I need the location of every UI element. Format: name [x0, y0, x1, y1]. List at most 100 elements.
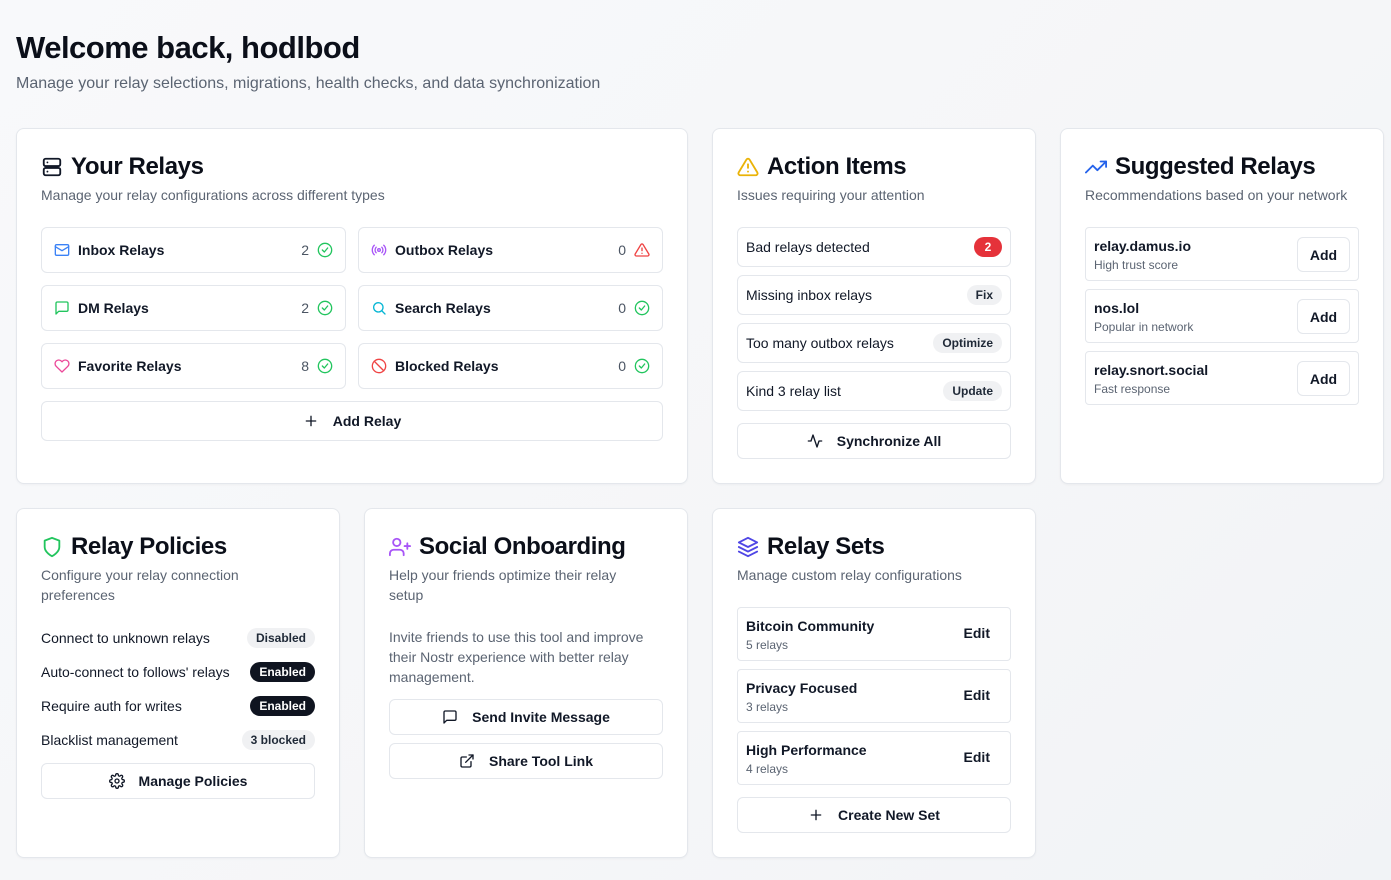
policy-status-badge[interactable]: 3 blocked	[241, 730, 315, 750]
page-subtitle: Manage your relay selections, migrations…	[16, 75, 601, 92]
action-item-label: Missing inbox relays	[746, 287, 873, 303]
relay-tile-label: Favorite Relays	[78, 358, 182, 374]
relay-sets-header: Relay Sets	[737, 533, 885, 561]
relay-set-item: Bitcoin Community 5 relays Edit	[737, 607, 1011, 661]
suggested-relay-name: relay.damus.io	[1094, 238, 1192, 254]
manage-policies-button[interactable]: Manage Policies	[41, 763, 315, 799]
policy-status-badge[interactable]: Disabled	[246, 628, 315, 648]
add-suggested-relay-button[interactable]: Add	[1297, 299, 1350, 334]
edit-relay-set-button[interactable]: Edit	[963, 749, 990, 765]
your-relays-title: Your Relays	[71, 153, 204, 180]
share-tool-link-button[interactable]: Share Tool Link	[389, 743, 663, 779]
action-item-label: Bad relays detected	[746, 239, 870, 255]
create-new-set-label: Create New Set	[838, 807, 940, 823]
activity-icon	[807, 433, 823, 449]
plus-icon	[808, 807, 824, 823]
add-suggested-relay-button[interactable]: Add	[1297, 237, 1350, 272]
relay-policies-title: Relay Policies	[71, 533, 227, 560]
suggested-relay-name: nos.lol	[1094, 300, 1140, 316]
action-items-card: Action Items Issues requiring your atten…	[712, 128, 1036, 484]
synchronize-all-button[interactable]: Synchronize All	[737, 423, 1011, 459]
relay-tile-count: 2	[301, 242, 309, 258]
page-title: Welcome back, hodlbod	[16, 30, 360, 65]
relay-tile-count: 0	[618, 242, 626, 258]
check-circle-icon	[634, 300, 650, 316]
policy-row: Connect to unknown relays Disabled	[41, 626, 315, 650]
user-plus-icon	[389, 536, 411, 558]
relay-tile-count: 0	[618, 358, 626, 374]
send-invite-button[interactable]: Send Invite Message	[389, 699, 663, 735]
action-item-badge[interactable]: Fix	[966, 285, 1002, 305]
suggested-relay-item: relay.damus.io High trust score Add	[1085, 227, 1359, 281]
relay-set-item: Privacy Focused 3 relays Edit	[737, 669, 1011, 723]
warning-triangle-icon	[634, 242, 650, 258]
policy-status-badge[interactable]: Enabled	[250, 696, 315, 716]
action-item[interactable]: Kind 3 relay list Update	[737, 371, 1011, 411]
external-link-icon	[459, 753, 475, 769]
relay-tile-label: DM Relays	[78, 300, 149, 316]
relay-set-count: 3 relays	[746, 700, 789, 714]
your-relays-card: Your Relays Manage your relay configurat…	[16, 128, 688, 484]
check-circle-icon	[317, 242, 333, 258]
relay-tile-favorite[interactable]: Favorite Relays 8	[41, 343, 346, 389]
ban-icon	[371, 358, 387, 374]
synchronize-all-label: Synchronize All	[836, 433, 942, 449]
your-relays-header: Your Relays	[41, 153, 204, 181]
relay-tile-dm[interactable]: DM Relays 2	[41, 285, 346, 331]
relay-set-name: High Performance	[746, 742, 867, 758]
relay-sets-description: Manage custom relay configurations	[737, 567, 962, 583]
add-suggested-relay-button[interactable]: Add	[1297, 361, 1350, 396]
plus-icon	[303, 413, 319, 429]
your-relays-description: Manage your relay configurations across …	[41, 187, 385, 203]
action-item[interactable]: Bad relays detected 2	[737, 227, 1011, 267]
relay-tile-search[interactable]: Search Relays 0	[358, 285, 663, 331]
relay-sets-card: Relay Sets Manage custom relay configura…	[712, 508, 1036, 858]
relay-tile-count: 2	[301, 300, 309, 316]
action-item[interactable]: Too many outbox relays Optimize	[737, 323, 1011, 363]
send-invite-label: Send Invite Message	[472, 709, 610, 725]
relay-tile-count: 8	[301, 358, 309, 374]
relay-tile-blocked[interactable]: Blocked Relays 0	[358, 343, 663, 389]
policy-row: Auto-connect to follows' relays Enabled	[41, 660, 315, 684]
suggested-relay-item: relay.snort.social Fast response Add	[1085, 351, 1359, 405]
suggested-relay-reason: Fast response	[1094, 382, 1171, 396]
check-circle-icon	[317, 300, 333, 316]
relay-set-item: High Performance 4 relays Edit	[737, 731, 1011, 785]
message-icon	[54, 300, 70, 316]
relay-tile-label: Search Relays	[395, 300, 491, 316]
relay-tile-label: Inbox Relays	[78, 242, 165, 258]
edit-relay-set-button[interactable]: Edit	[963, 625, 990, 641]
add-relay-button[interactable]: Add Relay	[41, 401, 663, 441]
gear-icon	[108, 773, 125, 789]
social-onboarding-body: Invite friends to use this tool and impr…	[389, 629, 644, 685]
relay-policies-card: Relay Policies Configure your relay conn…	[16, 508, 340, 858]
policy-status-badge[interactable]: Enabled	[250, 662, 315, 682]
suggested-relays-description: Recommendations based on your network	[1085, 187, 1348, 203]
social-onboarding-header: Social Onboarding	[389, 533, 626, 561]
policy-label: Auto-connect to follows' relays	[41, 664, 230, 680]
suggested-relays-header: Suggested Relays	[1085, 153, 1316, 181]
action-items-title: Action Items	[767, 153, 907, 180]
relay-policies-header: Relay Policies	[41, 533, 227, 561]
shield-icon	[41, 536, 63, 558]
relay-tile-label: Outbox Relays	[395, 242, 494, 258]
action-items-description: Issues requiring your attention	[737, 187, 925, 203]
policy-label: Connect to unknown relays	[41, 630, 210, 646]
relay-set-name: Bitcoin Community	[746, 618, 875, 634]
relay-tile-inbox[interactable]: Inbox Relays 2	[41, 227, 346, 273]
policy-label: Blacklist management	[41, 732, 178, 748]
social-onboarding-title: Social Onboarding	[419, 533, 626, 560]
relay-set-count: 4 relays	[746, 762, 789, 776]
action-item[interactable]: Missing inbox relays Fix	[737, 275, 1011, 315]
suggested-relay-reason: Popular in network	[1094, 320, 1194, 334]
suggested-relays-title: Suggested Relays	[1115, 153, 1316, 180]
action-item-badge[interactable]: Update	[943, 381, 1002, 401]
policy-row: Require auth for writes Enabled	[41, 694, 315, 718]
manage-policies-label: Manage Policies	[138, 773, 248, 789]
search-icon	[371, 300, 387, 316]
relay-tile-outbox[interactable]: Outbox Relays 0	[358, 227, 663, 273]
trending-up-icon	[1085, 156, 1107, 178]
create-new-set-button[interactable]: Create New Set	[737, 797, 1011, 833]
edit-relay-set-button[interactable]: Edit	[963, 687, 990, 703]
action-item-badge[interactable]: Optimize	[933, 333, 1002, 353]
